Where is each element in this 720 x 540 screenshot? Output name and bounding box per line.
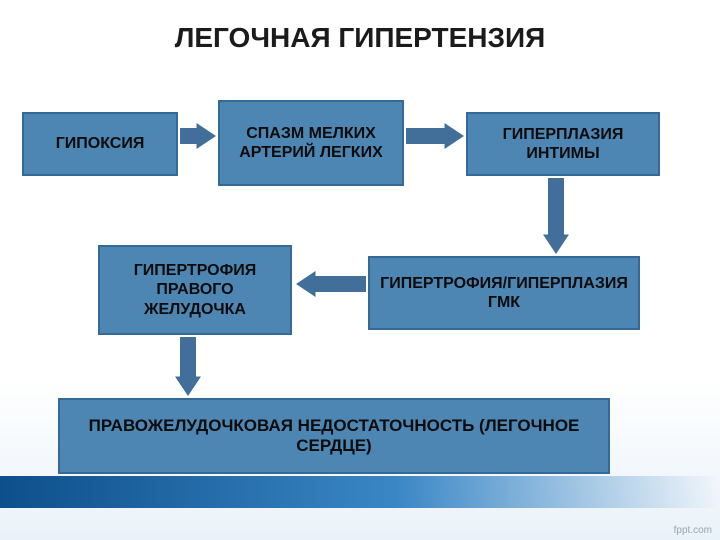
arrow-n2-n3 bbox=[406, 123, 464, 149]
arrow-n1-n2 bbox=[180, 123, 216, 149]
node-n5: ГИПЕРТРОФИЯ ПРАВОГО ЖЕЛУДОЧКА bbox=[98, 245, 292, 335]
node-n2: СПАЗМ МЕЛКИХ АРТЕРИЙ ЛЕГКИХ bbox=[218, 100, 404, 186]
node-n6: ПРАВОЖЕЛУДОЧКОВАЯ НЕДОСТАТОЧНОСТЬ (ЛЕГОЧ… bbox=[58, 398, 610, 474]
footer-text: fppt.com bbox=[674, 525, 712, 536]
node-n3: ГИПЕРПЛАЗИЯ ИНТИМЫ bbox=[466, 112, 660, 176]
arrow-n4-n5 bbox=[296, 271, 366, 297]
bottom-stripe bbox=[0, 476, 720, 508]
arrow-n5-n6 bbox=[175, 337, 201, 396]
node-n1: ГИПОКСИЯ bbox=[22, 112, 178, 176]
arrow-n3-n4 bbox=[543, 178, 569, 254]
node-n4: ГИПЕРТРОФИЯ/ГИПЕРПЛАЗИЯ ГМК bbox=[368, 256, 640, 330]
slide-title: ЛЕГОЧНАЯ ГИПЕРТЕНЗИЯ bbox=[0, 22, 720, 54]
